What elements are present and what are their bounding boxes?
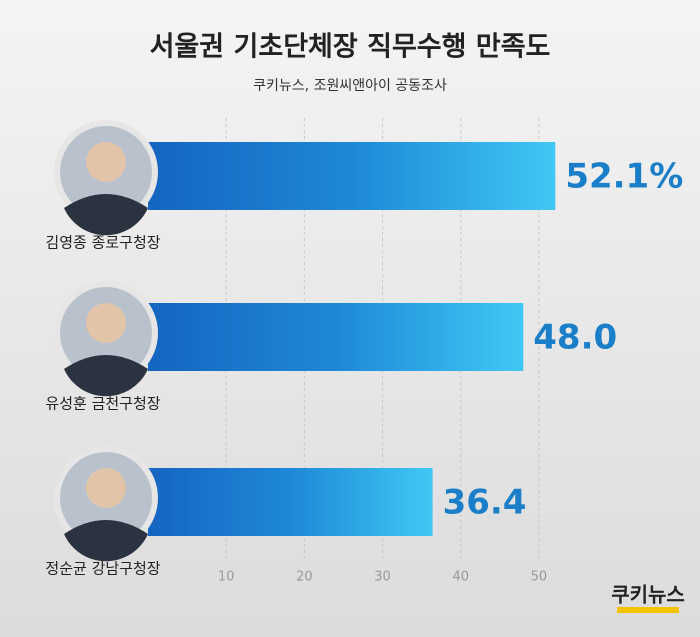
category-label: 유성훈 금천구청장 — [45, 395, 160, 413]
portrait-body — [64, 355, 148, 397]
portrait-head — [86, 468, 126, 508]
portrait-body — [64, 520, 148, 562]
portrait-head — [86, 142, 126, 182]
category-label: 정순균 강남구청장 — [45, 560, 160, 578]
bar — [148, 303, 524, 371]
category-label: 김영종 종로구청장 — [45, 234, 160, 252]
x-tick-label: 50 — [531, 570, 548, 585]
portrait-body — [64, 194, 148, 236]
value-label: 48.0 — [533, 318, 617, 358]
bar — [148, 468, 433, 536]
value-label: 52.1% — [565, 157, 683, 197]
chart-subtitle: 쿠키뉴스, 조원씨앤아이 공동조사 — [253, 78, 447, 94]
value-label: 36.4 — [443, 483, 527, 523]
x-tick-label: 40 — [452, 570, 469, 585]
x-tick-label: 20 — [296, 570, 313, 585]
logo-underline — [617, 607, 679, 613]
x-tick-label: 30 — [374, 570, 391, 585]
logo: 쿠키뉴스 — [611, 583, 685, 607]
portrait-head — [86, 303, 126, 343]
bar — [148, 142, 556, 210]
x-tick-label: 10 — [218, 570, 235, 585]
chart-title: 서울권 기초단체장 직무수행 만족도 — [150, 32, 551, 63]
